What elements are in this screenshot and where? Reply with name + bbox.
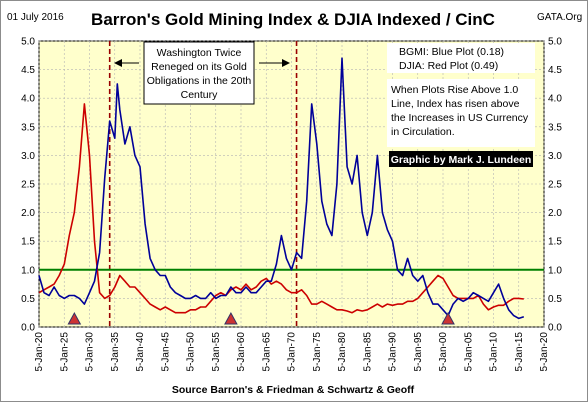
y-tick-label-left: 0.5 [21, 294, 35, 305]
y-tick-label-left: 4.5 [21, 65, 35, 76]
site-label: GATA.Org [537, 12, 582, 23]
callout-line-2: Reneged on its Gold [151, 61, 247, 73]
y-tick-label-right: 0.0 [548, 323, 562, 334]
marker-layer [67, 311, 455, 325]
x-tick-label: 5-Jan-75 [312, 332, 323, 372]
legend-red: DJIA: Red Plot (0.49) [399, 60, 498, 72]
x-tick-label: 5-Jan-70 [287, 332, 298, 372]
x-tick-label: 5-Jan-15 [514, 332, 525, 372]
y-tick-label-left: 1.0 [21, 265, 35, 276]
x-tick-label: 5-Jan-35 [110, 332, 121, 372]
y-tick-label-right: 0.5 [548, 294, 562, 305]
x-tick-label: 5-Jan-95 [413, 332, 424, 372]
triangle-marker [441, 311, 455, 325]
y-tick-label-right: 2.0 [548, 208, 562, 219]
x-tick-label: 5-Jan-20 [34, 332, 45, 372]
note-line-2: Line, Index has risen above [391, 98, 520, 110]
y-tick-label-right: 2.5 [548, 180, 562, 191]
x-tick-label: 5-Jan-90 [388, 332, 399, 372]
y-tick-label-left: 2.5 [21, 180, 35, 191]
triangle-marker [67, 311, 82, 325]
triangle-marker [224, 311, 238, 325]
x-tick-label: 5-Jan-45 [160, 332, 171, 372]
callout-line-1: Washington Twice [157, 47, 242, 59]
series-layer [38, 57, 525, 320]
x-tick-label: 5-Jan-40 [135, 332, 146, 372]
chart-date: 01 July 2016 [7, 12, 64, 23]
y-tick-label-left: 3.0 [21, 151, 35, 162]
legend-background [387, 43, 535, 73]
legend-box: BGMI: Blue Plot (0.18) DJIA: Red Plot (0… [387, 43, 535, 73]
y-axis-left: 0.0 0.5 1.0 1.5 2.0 2.5 3.0 3.5 4.0 4.5 5.0 [21, 37, 35, 334]
right-arrow-head [282, 59, 290, 67]
y-tick-label-left: 4.0 [21, 94, 35, 105]
x-tick-label: 5-Jan-50 [186, 332, 197, 372]
y-tick-label-left: 0.0 [21, 323, 35, 334]
y-tick-label-left: 1.5 [21, 237, 35, 248]
note-line-1: When Plots Rise Above 1.0 [391, 84, 518, 96]
y-tick-label-left: 3.5 [21, 122, 35, 133]
x-tick-label: 5-Jan-60 [236, 332, 247, 372]
callout-line-3: Obligations in the 20th [147, 75, 252, 87]
chart-title: Barron's Gold Mining Index & DJIA Indexe… [91, 10, 495, 29]
x-tick-label: 5-Jan-85 [362, 332, 373, 372]
x-tick-label: 5-Jan-55 [211, 332, 222, 372]
x-tick-label: 5-Jan-20 [539, 332, 550, 372]
source-label: Source Barron's & Friedman & Schwartz & … [172, 384, 415, 396]
callout-box [143, 41, 255, 105]
left-arrow-head [114, 59, 122, 67]
x-tick-label: 5-Jan-25 [59, 332, 70, 372]
y-tick-label-right: 3.5 [548, 122, 562, 133]
y-tick-label-right: 4.0 [548, 94, 562, 105]
credit-text: Graphic by Mark J. Lundeen [391, 154, 532, 166]
y-tick-label-left: 5.0 [21, 37, 35, 48]
legend-blue: BGMI: Blue Plot (0.18) [399, 46, 504, 58]
y-tick-label-left: 2.0 [21, 208, 35, 219]
x-tick-label: 5-Jan-10 [489, 332, 500, 372]
y-tick-label-right: 1.5 [548, 237, 562, 248]
y-tick-label-right: 3.0 [548, 151, 562, 162]
y-axis-right: 0.0 0.5 1.0 1.5 2.0 2.5 3.0 3.5 4.0 4.5 5.0 [548, 37, 562, 334]
x-axis: 5-Jan-20 5-Jan-25 5-Jan-30 5-Jan-35 5-Jan-40… [34, 332, 550, 372]
note-box: When Plots Rise Above 1.0 Line, Index ha… [387, 79, 535, 147]
x-tick-label: 5-Jan-05 [463, 332, 474, 372]
note-background [387, 79, 535, 147]
x-tick-label: 5-Jan-65 [261, 332, 272, 372]
x-tick-label: 5-Jan-80 [337, 332, 348, 372]
y-tick-label-right: 1.0 [548, 265, 562, 276]
callout-annotation: Washington Twice Reneged on its Gold Obl… [114, 41, 290, 105]
y-tick-label-right: 4.5 [548, 65, 562, 76]
y-tick-label-right: 5.0 [548, 37, 562, 48]
callout-line-4: Century [181, 89, 219, 101]
note-line-4: in Circulation. [391, 126, 455, 138]
note-line-3: the Increases in US Currency [391, 112, 529, 124]
x-tick-label: 5-Jan-00 [438, 332, 449, 372]
series-line-djia [38, 103, 524, 314]
series-line-bgmi [38, 57, 525, 320]
credit-badge: Graphic by Mark J. Lundeen [389, 151, 533, 167]
credit-background [389, 151, 533, 167]
x-tick-label: 5-Jan-30 [85, 332, 96, 372]
